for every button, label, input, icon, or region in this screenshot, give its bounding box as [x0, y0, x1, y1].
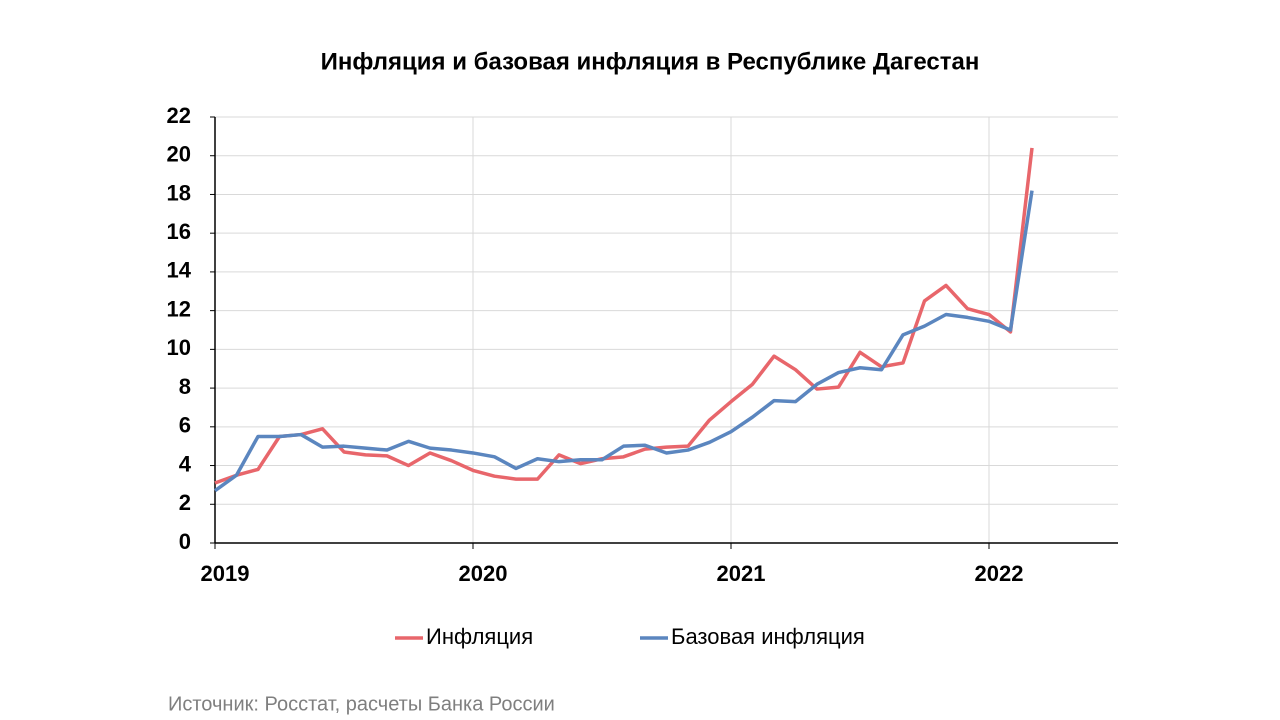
legend-label: Инфляция — [426, 624, 533, 649]
legend-label: Базовая инфляция — [671, 624, 865, 649]
y-tick-label: 12 — [167, 296, 191, 321]
y-tick-label: 22 — [167, 103, 191, 128]
x-tick-label: 2021 — [717, 561, 766, 586]
y-tick-label: 20 — [167, 142, 191, 167]
y-tick-label: 4 — [179, 451, 192, 476]
y-tick-label: 18 — [167, 180, 191, 205]
chart-title: Инфляция и базовая инфляция в Республике… — [321, 48, 980, 75]
x-tick-label: 2020 — [459, 561, 508, 586]
y-tick-label: 8 — [179, 374, 191, 399]
y-tick-label: 10 — [167, 335, 191, 360]
y-tick-label: 0 — [179, 529, 191, 554]
x-tick-label: 2019 — [201, 561, 250, 586]
y-tick-label: 16 — [167, 219, 191, 244]
line — [213, 190, 1034, 493]
y-tick-label: 6 — [179, 413, 191, 438]
x-tick-label: 2022 — [975, 561, 1024, 586]
y-tick-label: 2 — [179, 490, 191, 515]
source-note: Источник: Росстат, расчеты Банка России — [168, 693, 555, 715]
y-tick-label: 14 — [167, 258, 192, 283]
line — [214, 147, 1034, 485]
